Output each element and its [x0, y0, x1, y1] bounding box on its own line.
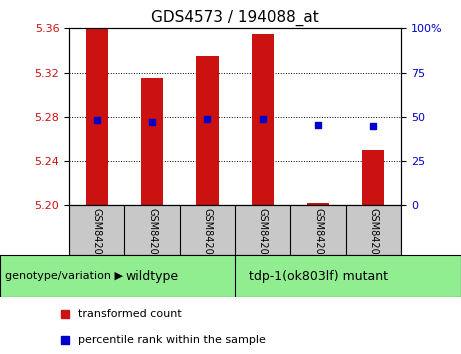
Title: GDS4573 / 194088_at: GDS4573 / 194088_at [151, 9, 319, 25]
Bar [307, 203, 329, 205]
Bar [141, 78, 163, 205]
Bar [86, 28, 108, 205]
Text: GSM842069: GSM842069 [313, 208, 323, 267]
Text: GSM842067: GSM842067 [202, 208, 213, 267]
Bar [196, 56, 219, 205]
Text: percentile rank within the sample: percentile rank within the sample [78, 335, 266, 345]
Text: tdp-1(ok803lf) mutant: tdp-1(ok803lf) mutant [248, 270, 388, 282]
Text: wildtype: wildtype [125, 270, 179, 282]
Text: GSM842065: GSM842065 [92, 208, 102, 267]
Text: genotype/variation ▶: genotype/variation ▶ [5, 271, 123, 281]
Text: GSM842066: GSM842066 [147, 208, 157, 267]
Text: GSM842068: GSM842068 [258, 208, 268, 267]
Text: transformed count: transformed count [78, 309, 182, 319]
Bar [252, 34, 274, 205]
Bar [362, 150, 384, 205]
Text: GSM842070: GSM842070 [368, 208, 378, 267]
